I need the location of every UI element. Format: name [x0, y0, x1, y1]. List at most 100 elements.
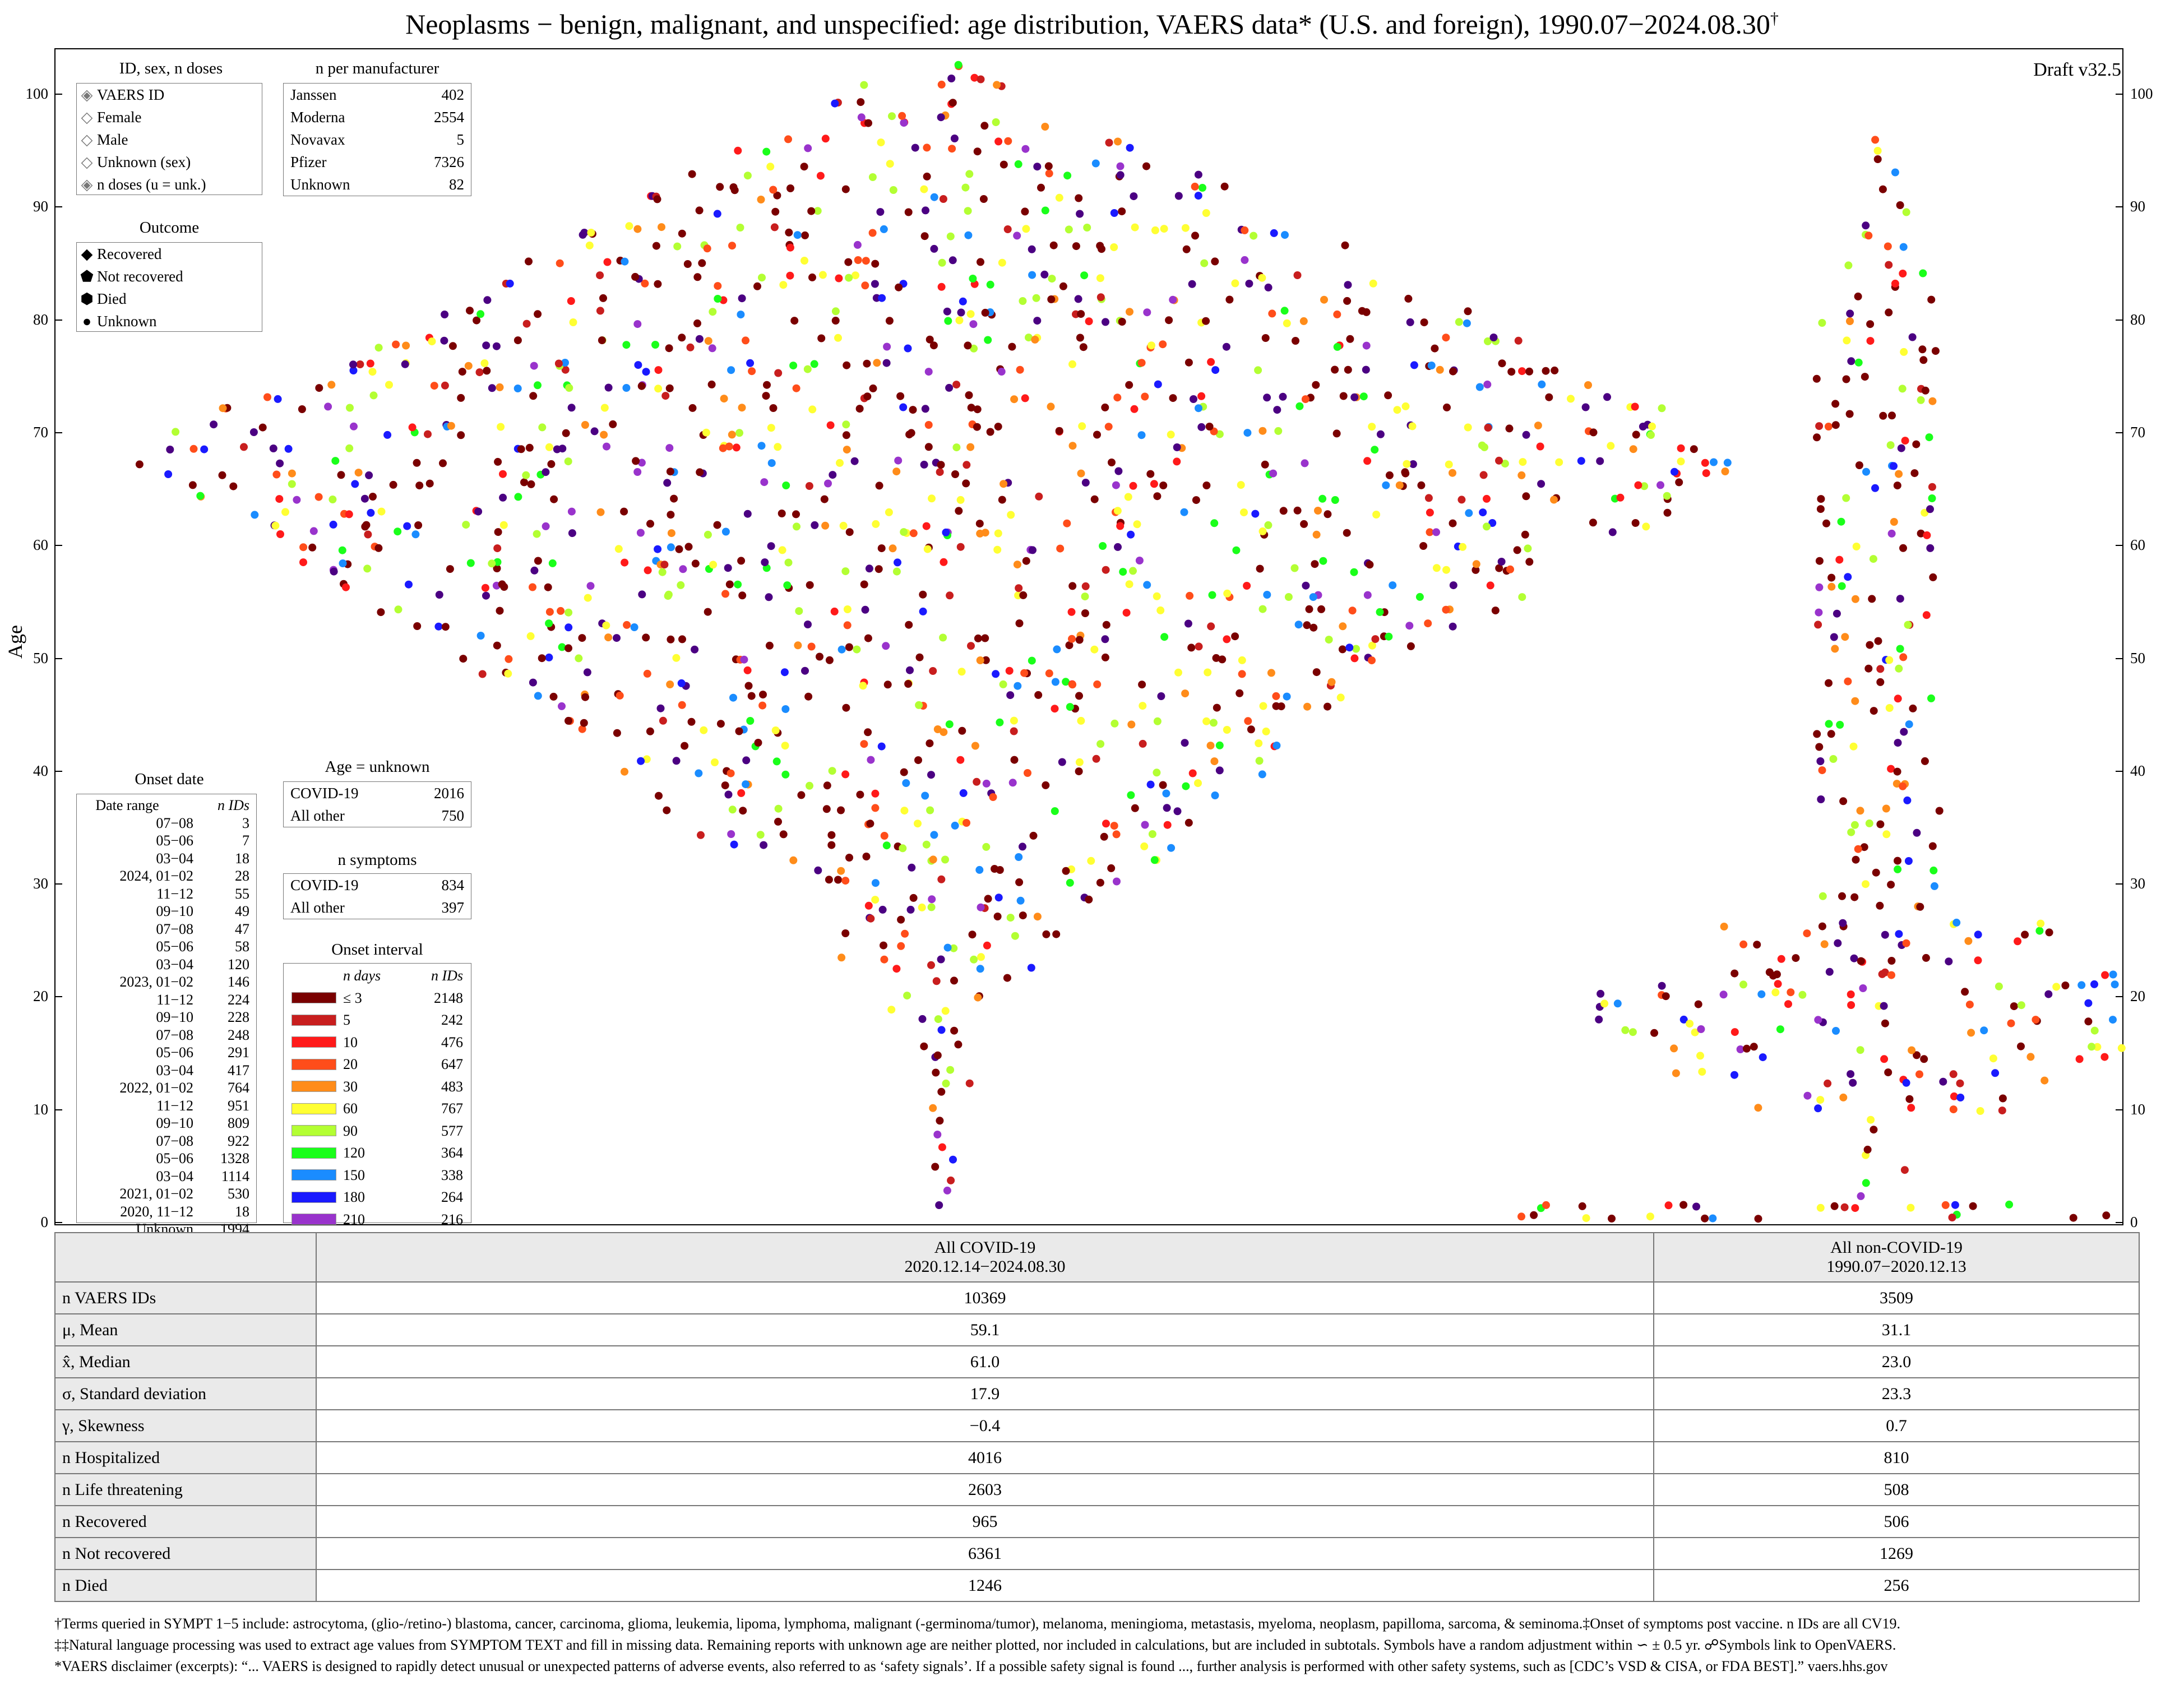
date-range: 03−04	[156, 956, 193, 973]
data-point	[882, 642, 890, 650]
data-point	[1167, 844, 1176, 852]
interval-count: 647	[441, 1056, 463, 1072]
data-point	[1479, 471, 1488, 479]
stats-row-label: n Recovered	[54, 1505, 317, 1538]
data-point	[622, 341, 631, 349]
data-point	[1122, 609, 1131, 617]
data-point	[704, 337, 712, 345]
data-point	[892, 567, 901, 576]
data-point	[946, 232, 955, 240]
data-point	[488, 559, 496, 568]
stats-noncovid-value: 256	[1653, 1569, 2140, 1602]
data-point	[1825, 967, 1834, 976]
data-point	[2032, 1016, 2040, 1024]
data-point	[1147, 341, 1155, 350]
data-point	[1857, 957, 1865, 965]
data-point	[1045, 169, 1053, 178]
data-point	[813, 207, 822, 215]
data-point	[883, 342, 891, 351]
data-point	[603, 442, 610, 451]
data-point	[513, 336, 522, 345]
data-point	[1995, 982, 2003, 990]
data-point	[1148, 830, 1156, 838]
data-point	[1860, 843, 1868, 851]
data-point	[774, 443, 782, 451]
data-point	[2090, 980, 2098, 988]
legend-sex-item: ◇ Male	[77, 128, 262, 151]
data-point	[1395, 481, 1404, 489]
data-point	[1090, 495, 1099, 503]
data-point	[841, 567, 850, 576]
data-point	[807, 642, 816, 651]
data-point	[1886, 441, 1895, 450]
data-point	[1891, 279, 1899, 288]
data-point	[440, 336, 448, 345]
data-point	[1045, 669, 1053, 678]
data-point	[425, 479, 434, 488]
data-point	[367, 508, 375, 517]
data-point	[2010, 1002, 2018, 1011]
data-point	[1679, 1015, 1688, 1024]
data-point	[818, 271, 827, 279]
data-point	[1629, 445, 1637, 453]
data-point	[950, 1026, 959, 1035]
legend-onset-date-row: 09−10 809	[77, 1114, 256, 1132]
data-point	[1114, 543, 1122, 551]
data-point	[1730, 1071, 1738, 1079]
data-point	[1131, 804, 1139, 812]
interval-label: 30	[343, 1078, 358, 1095]
data-point	[841, 185, 850, 193]
data-point	[392, 340, 400, 349]
legend-onset-date-row: 09−10 228	[77, 1008, 256, 1026]
data-point	[826, 421, 835, 429]
data-point	[1600, 999, 1609, 1008]
data-point	[2109, 1016, 2117, 1024]
data-point	[1311, 560, 1319, 568]
data-point	[863, 392, 872, 401]
data-point	[862, 853, 871, 860]
data-point	[1154, 380, 1162, 388]
data-point	[1866, 320, 1875, 328]
data-point	[1869, 555, 1877, 563]
legend-row-value: 402	[441, 86, 465, 103]
data-point	[497, 423, 505, 431]
data-point	[315, 384, 323, 392]
data-point	[621, 767, 628, 776]
data-point	[1202, 317, 1210, 325]
legend-row: Novavax 5	[284, 128, 471, 151]
data-point	[922, 206, 929, 215]
data-point	[964, 207, 972, 215]
data-point	[1173, 807, 1182, 816]
data-point	[959, 297, 967, 305]
data-point	[1879, 411, 1887, 420]
data-point	[885, 317, 894, 325]
data-point	[924, 443, 933, 451]
data-point	[447, 422, 455, 430]
data-point	[1200, 259, 1209, 267]
data-point	[945, 383, 954, 392]
data-point	[1118, 318, 1126, 326]
data-point	[982, 842, 991, 851]
data-point	[1273, 406, 1281, 414]
data-point	[732, 443, 741, 452]
data-point	[728, 242, 736, 250]
data-point	[598, 336, 606, 345]
stats-noncovid-value: 23.3	[1653, 1377, 2140, 1410]
interval-count: 364	[441, 1145, 463, 1161]
data-point	[757, 196, 765, 203]
data-point	[1173, 457, 1181, 466]
data-point	[734, 146, 742, 155]
data-point	[1131, 223, 1139, 232]
data-point	[781, 770, 790, 779]
data-point	[1096, 293, 1105, 302]
data-point	[1813, 433, 1821, 442]
data-point	[1773, 970, 1781, 979]
data-point	[1114, 467, 1123, 475]
data-point	[980, 122, 989, 130]
data-point	[1686, 1020, 1694, 1028]
data-point	[1156, 606, 1165, 614]
data-point	[1816, 1203, 1825, 1212]
stats-covid-value: 10369	[316, 1281, 1654, 1314]
data-point	[1102, 566, 1110, 574]
data-point	[1721, 467, 1729, 475]
